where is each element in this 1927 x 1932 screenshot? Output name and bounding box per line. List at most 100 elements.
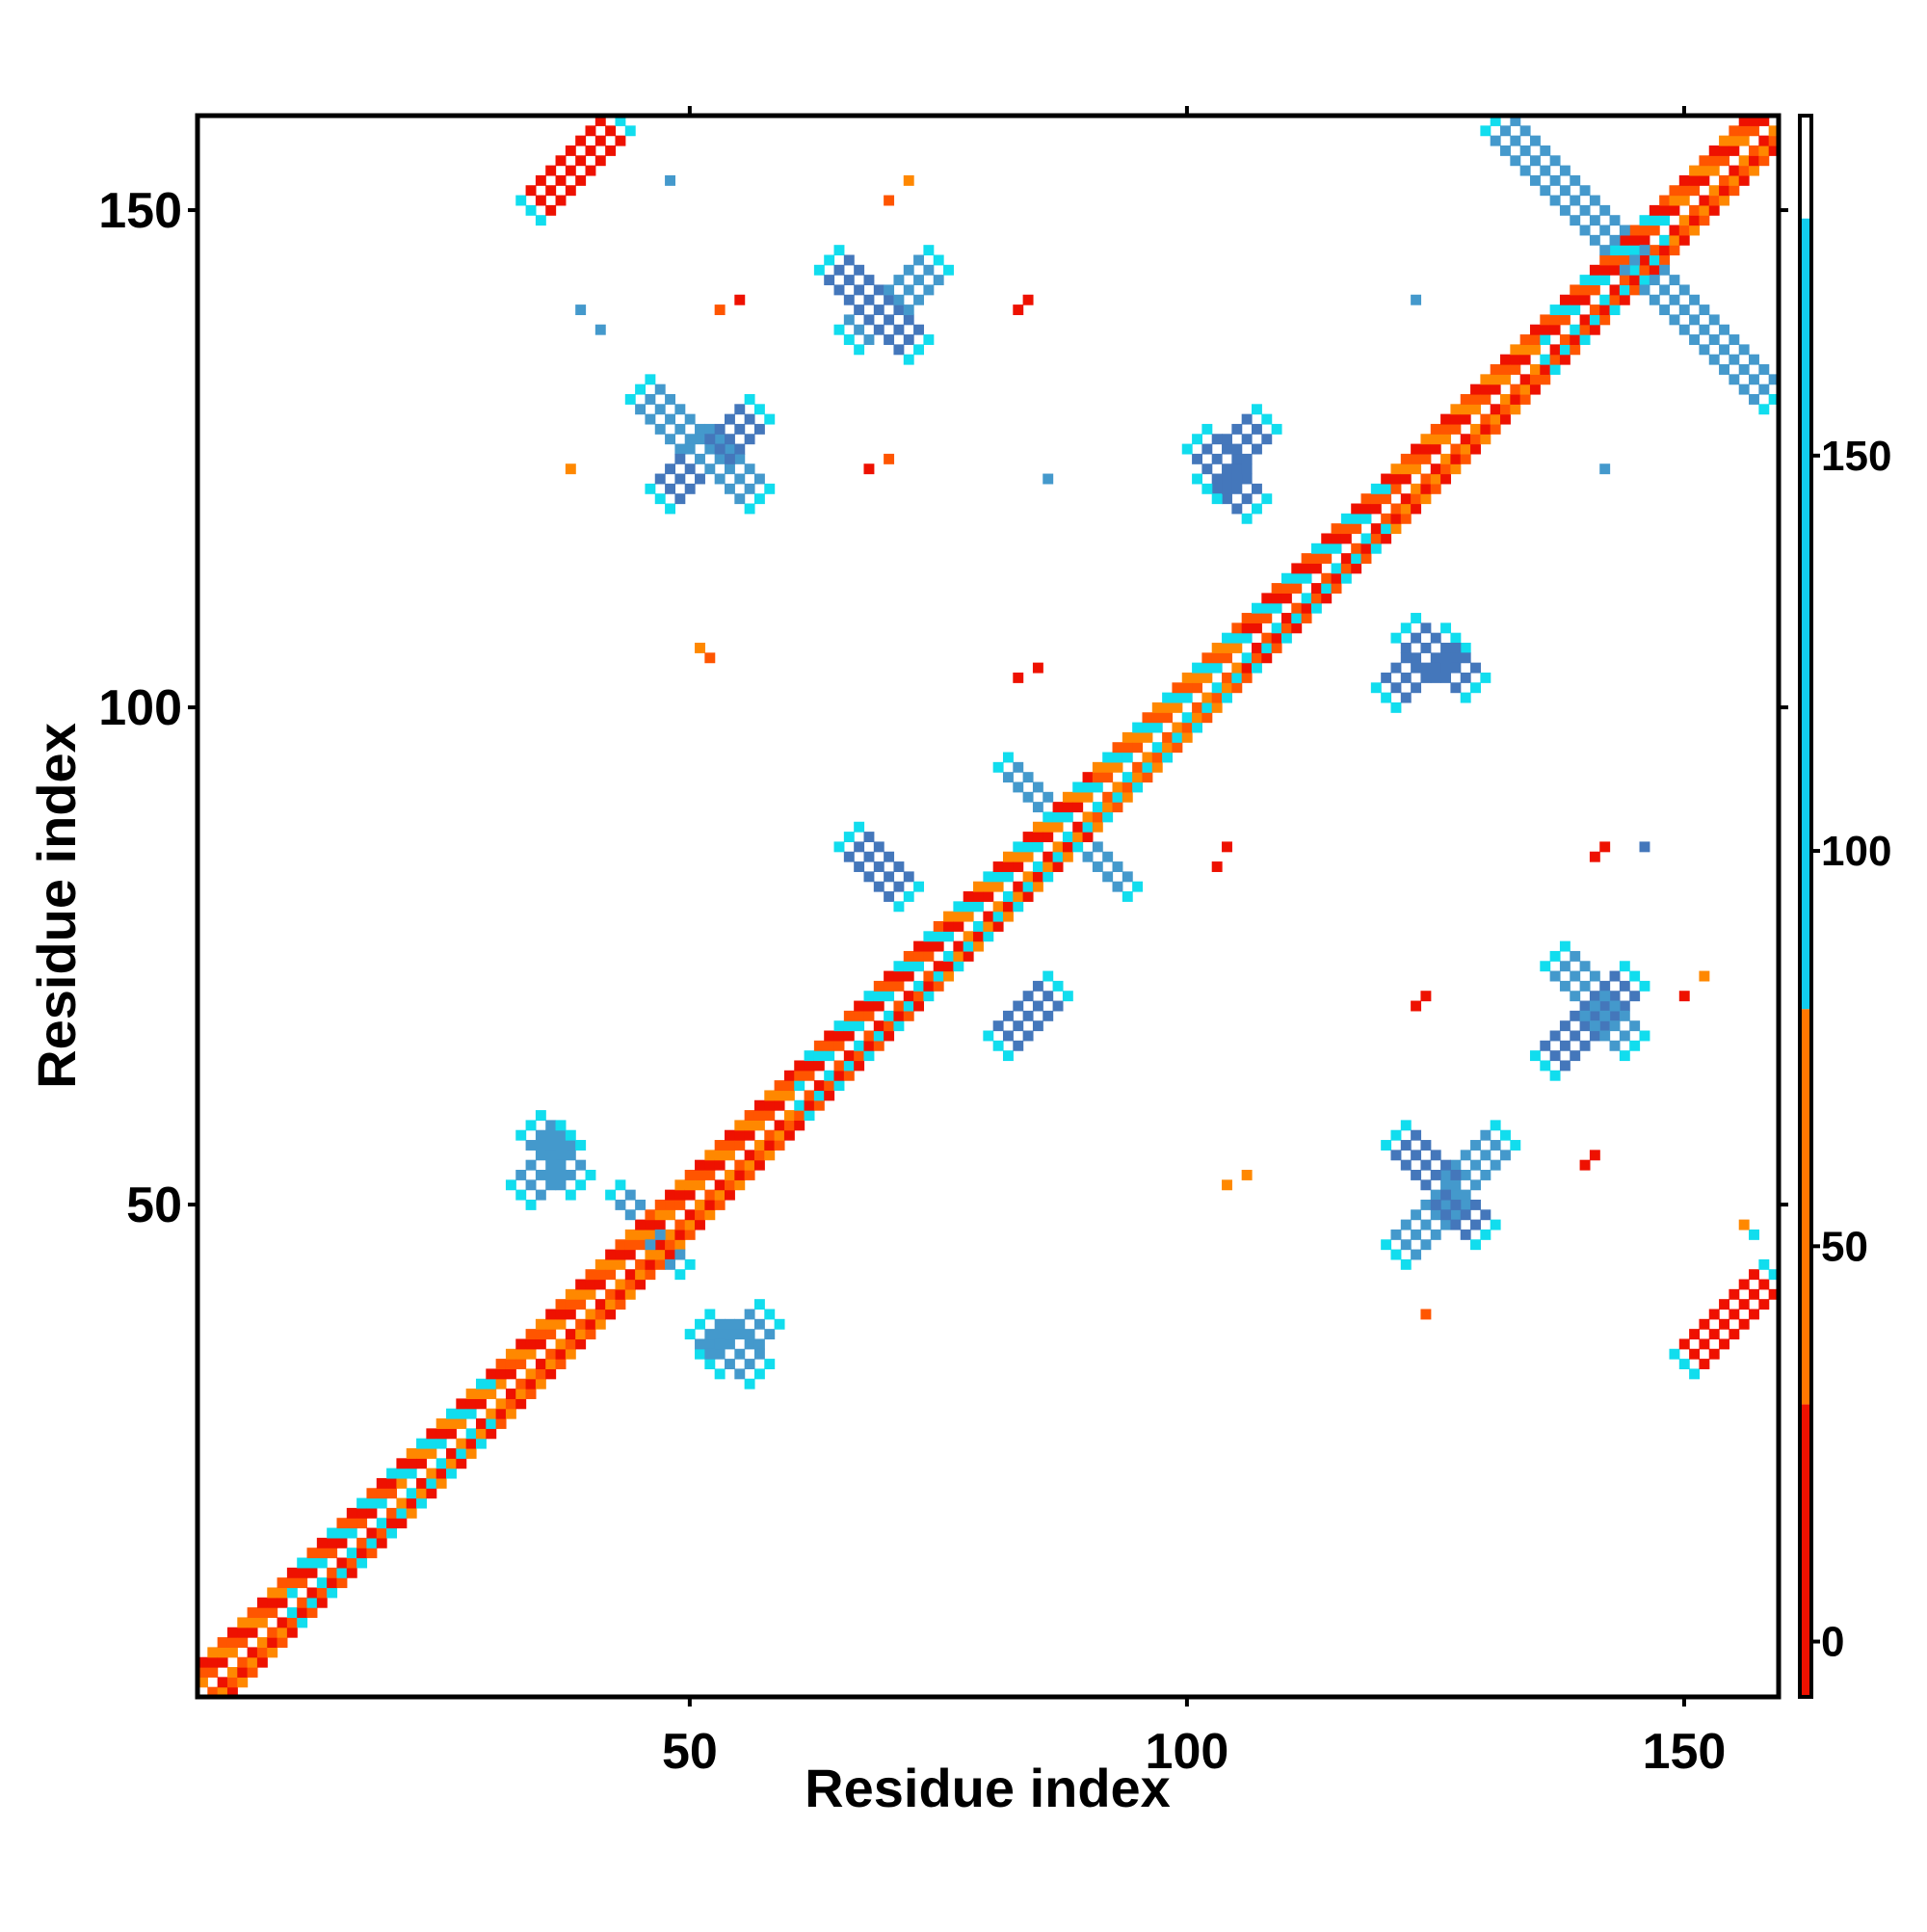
diagonal-cell (1002, 901, 1014, 913)
strand-cell (1579, 204, 1591, 216)
strand-cell (545, 1179, 557, 1191)
diagonal-cell (605, 1299, 617, 1310)
diagonal-cell (1261, 602, 1273, 614)
diagonal-cell (1559, 314, 1571, 326)
strand-cell (1211, 483, 1223, 494)
strand-cell (1013, 781, 1024, 793)
diagonal-cell (1768, 145, 1780, 156)
strand-cell (615, 1179, 626, 1191)
diagonal-cell (695, 1219, 705, 1231)
diagonal-cell (843, 1020, 855, 1032)
scatter-cell (1241, 1170, 1253, 1180)
strand-cell (615, 116, 626, 126)
diagonal-cell (1192, 701, 1202, 713)
diagonal-cell (1381, 483, 1392, 494)
strand-cell (1102, 851, 1114, 862)
colorbar-band (1800, 1404, 1811, 1697)
diagonal-cell (1052, 851, 1064, 862)
diagonal-cell (714, 1150, 726, 1161)
diagonal-cell (1420, 483, 1432, 494)
strand-cell (1411, 1249, 1422, 1260)
strand-cell (744, 503, 755, 515)
diagonal-cell (1132, 731, 1144, 743)
diagonal-cell (1699, 174, 1710, 186)
diagonal-cell (396, 1458, 408, 1469)
strand-cell (1669, 1348, 1680, 1360)
scatter-cell (1749, 1229, 1759, 1240)
diagonal-cell (267, 1637, 278, 1648)
diagonal-cell (645, 1229, 656, 1240)
diagonal-cell (1151, 742, 1163, 754)
strand-cell (903, 354, 914, 365)
diagonal-cell (734, 1129, 746, 1141)
diagonal-cell (714, 1159, 726, 1171)
strand-cell (1002, 1050, 1014, 1062)
strand-cell (585, 145, 596, 156)
strand-cell (714, 453, 726, 464)
diagonal-cell (843, 1050, 855, 1062)
diagonal-cell (764, 1110, 776, 1121)
strand-cell (753, 473, 765, 485)
diagonal-cell (1092, 761, 1103, 773)
diagonal-cell (704, 1199, 716, 1210)
diagonal-cell (1062, 832, 1073, 843)
strand-cell (843, 334, 855, 345)
strand-cell (1390, 662, 1402, 674)
diagonal-cell (744, 1129, 755, 1141)
diagonal-cell (1400, 463, 1412, 475)
diagonal-cell (1570, 294, 1581, 305)
strand-cell (1112, 881, 1123, 892)
diagonal-cell (1599, 294, 1611, 305)
diagonal-cell (704, 1170, 716, 1180)
diagonal-cell (734, 1140, 746, 1151)
diagonal-cell (456, 1458, 467, 1469)
scatter-cell (575, 304, 587, 316)
strand-cell (545, 1120, 557, 1131)
diagonal-cell (237, 1637, 249, 1648)
diagonal-cell (535, 1318, 546, 1330)
strand-cell (744, 413, 755, 425)
diagonal-cell (1092, 781, 1103, 793)
x-tick-label: 50 (662, 1724, 718, 1780)
strand-cell (1261, 493, 1273, 505)
strand-cell (1529, 174, 1541, 186)
strand-cell (744, 1359, 755, 1370)
strand-cell (1440, 662, 1452, 674)
diagonal-cell (1072, 821, 1084, 833)
strand-cell (1549, 1030, 1561, 1042)
strand-cell (992, 761, 1004, 773)
diagonal-cell (1420, 434, 1432, 445)
diagonal-cell (1411, 503, 1422, 515)
diagonal-cell (1013, 891, 1024, 902)
strand-cell (684, 463, 696, 475)
diagonal-cell (744, 1150, 755, 1161)
diagonal-cell (486, 1378, 497, 1389)
diagonal-cell (286, 1617, 298, 1628)
diagonal-cell (783, 1080, 795, 1092)
strand-cell (1729, 1309, 1740, 1320)
diagonal-cell (1589, 284, 1600, 296)
strand-cell (575, 1179, 587, 1191)
strand-cell (635, 384, 647, 395)
diagonal-cell (1331, 583, 1342, 594)
strand-cell (1599, 991, 1611, 1002)
diagonal-cell (1390, 473, 1402, 485)
strand-cell (654, 1229, 666, 1240)
diagonal-cell (1470, 443, 1481, 455)
diagonal-cell (833, 1080, 845, 1092)
strand-cell (753, 404, 765, 415)
diagonal-cell (804, 1070, 815, 1081)
strand-cell (884, 314, 895, 326)
diagonal-cell (635, 1269, 647, 1281)
diagonal-cell (734, 1120, 746, 1131)
strand-cell (535, 195, 546, 206)
scatter-cell (734, 294, 746, 305)
strand-cell (1430, 1189, 1441, 1201)
strand-cell (1599, 225, 1611, 236)
strand-cell (884, 871, 895, 883)
strand-cell (1549, 1050, 1561, 1062)
diagonal-cell (1172, 682, 1183, 694)
diagonal-cell (923, 980, 935, 992)
plot-frame (195, 113, 1782, 1700)
diagonal-cell (545, 1309, 557, 1320)
